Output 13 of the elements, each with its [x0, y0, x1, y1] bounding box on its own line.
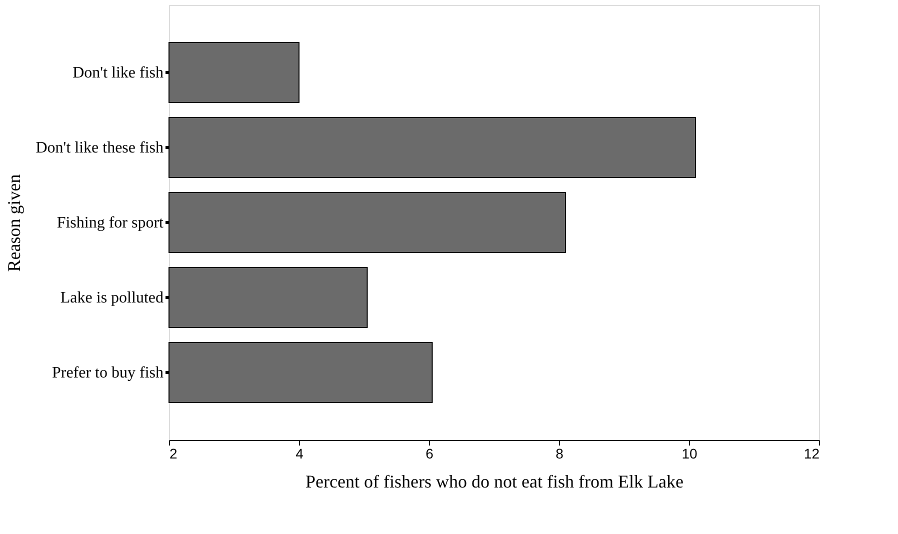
y-tick-label: Fishing for sport: [56, 214, 164, 232]
x-tick-label: 12: [804, 446, 820, 462]
x-tick-label: 10: [682, 446, 698, 462]
y-tick-label: Prefer to buy fish: [52, 364, 164, 382]
x-tick-label: 2: [170, 446, 178, 462]
x-tick-label: 6: [426, 446, 434, 462]
y-tick-label: Don't like fish: [72, 64, 164, 82]
y-tick-label: Don't like these fish: [36, 140, 164, 156]
y-axis-title: Reason given: [4, 174, 24, 272]
x-tick-label: 8: [556, 446, 564, 462]
x-axis-title: Percent of fishers who do not eat fish from Elk Lake: [306, 472, 684, 492]
x-tick-label: 4: [296, 446, 304, 462]
y-tick-label: Lake is polluted: [60, 290, 164, 306]
